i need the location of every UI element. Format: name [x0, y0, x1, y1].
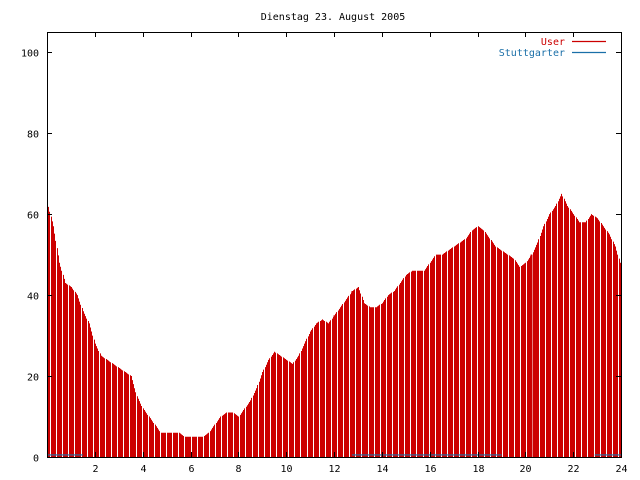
plot-area: [47, 193, 622, 457]
y-tick-label: 0: [33, 454, 39, 465]
y-tick-label: 80: [27, 130, 39, 141]
x-tick-label: 14: [376, 464, 388, 475]
x-tick-label: 20: [519, 464, 531, 475]
x-tick-label: 24: [615, 464, 627, 475]
y-tick-label: 60: [27, 211, 39, 222]
y-ticks: 0 20 40 60 80 100: [21, 49, 621, 465]
x-tick-label: 12: [328, 464, 340, 475]
x-tick-label: 22: [567, 464, 579, 475]
y-tick-label: 100: [21, 49, 39, 60]
x-tick-label: 8: [235, 464, 241, 475]
x-tick-label: 6: [188, 464, 194, 475]
x-tick-label: 4: [140, 464, 146, 475]
x-tick-label: 2: [92, 464, 98, 475]
legend-label: Stuttgarter: [499, 48, 565, 59]
x-tick-label: 16: [424, 464, 436, 475]
y-tick-label: 40: [27, 292, 39, 303]
x-tick-label: 10: [280, 464, 292, 475]
x-tick-label: 18: [472, 464, 484, 475]
legend-label: User: [541, 37, 565, 48]
y-tick-label: 20: [27, 373, 39, 384]
chart-title: Dienstag 23. August 2005: [261, 12, 406, 23]
x-ticks: 2 4 6 8 10 12 14 16 18 20 22 24: [92, 32, 628, 475]
